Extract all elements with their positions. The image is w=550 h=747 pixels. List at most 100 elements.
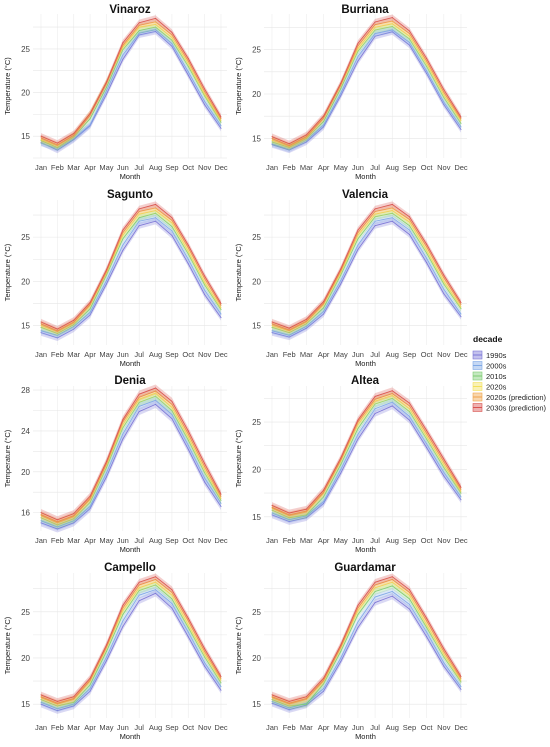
data-point bbox=[357, 45, 359, 47]
data-point bbox=[374, 581, 376, 583]
data-point bbox=[340, 472, 342, 474]
data-point bbox=[122, 234, 124, 236]
data-point bbox=[73, 696, 75, 698]
series-2020s-prediction bbox=[271, 204, 462, 334]
data-point bbox=[340, 270, 342, 272]
data-point bbox=[138, 217, 140, 219]
data-point bbox=[288, 519, 290, 521]
series-ribbon bbox=[272, 398, 461, 523]
data-point bbox=[187, 71, 189, 73]
x-tick-label-feb: Feb bbox=[51, 350, 64, 359]
data-point bbox=[357, 229, 359, 231]
x-tick-label-sep: Sep bbox=[403, 350, 416, 359]
data-point bbox=[122, 249, 124, 251]
y-tick-label: 20 bbox=[21, 89, 30, 98]
data-point bbox=[391, 220, 393, 222]
data-point bbox=[171, 591, 173, 593]
data-point bbox=[40, 520, 42, 522]
x-tick-label-dec: Dec bbox=[214, 536, 228, 545]
data-point bbox=[340, 88, 342, 90]
data-point bbox=[220, 125, 222, 127]
panel-title: Campello bbox=[104, 562, 156, 574]
x-tick-label-feb: Feb bbox=[51, 536, 64, 545]
data-point bbox=[340, 464, 342, 466]
data-point bbox=[73, 136, 75, 138]
data-point bbox=[155, 23, 157, 25]
data-point bbox=[73, 319, 75, 321]
x-tick-label-jan: Jan bbox=[35, 723, 47, 732]
x-tick-label-sep: Sep bbox=[165, 536, 178, 545]
series-line bbox=[271, 576, 462, 702]
data-point bbox=[426, 257, 428, 259]
data-point bbox=[391, 595, 393, 597]
data-point bbox=[288, 702, 290, 704]
y-tick-label: 15 bbox=[252, 322, 261, 331]
x-axis-label: Month bbox=[120, 732, 141, 741]
data-point bbox=[89, 311, 91, 313]
series-ribbon bbox=[41, 26, 221, 152]
data-point bbox=[171, 406, 173, 408]
data-point bbox=[391, 25, 393, 27]
data-point bbox=[460, 490, 462, 492]
data-point bbox=[138, 30, 140, 32]
data-point bbox=[187, 636, 189, 638]
data-point bbox=[460, 126, 462, 128]
data-point bbox=[204, 100, 206, 102]
series-2020s bbox=[271, 392, 462, 520]
series-1990s bbox=[40, 590, 222, 714]
series-ribbon bbox=[41, 590, 221, 714]
data-point bbox=[204, 91, 206, 93]
x-tick-label-dec: Dec bbox=[214, 163, 228, 172]
data-point bbox=[271, 332, 273, 334]
y-tick-label: 15 bbox=[252, 134, 261, 143]
x-tick-label-jan: Jan bbox=[35, 350, 47, 359]
data-point bbox=[171, 607, 173, 609]
data-point bbox=[204, 466, 206, 468]
data-point bbox=[138, 405, 140, 407]
data-point bbox=[460, 118, 462, 120]
series-line bbox=[40, 29, 222, 149]
data-point bbox=[171, 602, 173, 604]
data-point bbox=[271, 137, 273, 139]
data-point bbox=[187, 624, 189, 626]
data-point bbox=[40, 517, 42, 519]
data-point bbox=[357, 604, 359, 606]
data-point bbox=[443, 467, 445, 469]
data-point bbox=[391, 203, 393, 205]
data-point bbox=[340, 82, 342, 84]
data-point bbox=[357, 433, 359, 435]
x-axis-label: Month bbox=[355, 545, 376, 554]
data-point bbox=[220, 686, 222, 688]
data-point bbox=[391, 576, 393, 578]
data-point bbox=[340, 646, 342, 648]
data-point bbox=[204, 477, 206, 479]
y-tick-label: 25 bbox=[252, 46, 261, 55]
x-tick-label-sep: Sep bbox=[165, 350, 178, 359]
data-point bbox=[357, 244, 359, 246]
grid-lines bbox=[264, 14, 467, 158]
data-point bbox=[426, 65, 428, 67]
data-point bbox=[122, 620, 124, 622]
data-point bbox=[305, 323, 307, 325]
data-point bbox=[204, 281, 206, 283]
data-point bbox=[171, 594, 173, 596]
data-point bbox=[408, 216, 410, 218]
x-tick-label-nov: Nov bbox=[198, 163, 212, 172]
data-point bbox=[391, 578, 393, 580]
data-point bbox=[340, 84, 342, 86]
data-point bbox=[408, 225, 410, 227]
data-point bbox=[220, 127, 222, 129]
series-line bbox=[40, 220, 222, 339]
data-point bbox=[426, 626, 428, 628]
y-tick-label: 20 bbox=[21, 654, 30, 663]
data-point bbox=[204, 463, 206, 465]
data-point bbox=[171, 39, 173, 41]
x-tick-label-may: May bbox=[99, 350, 113, 359]
data-point bbox=[340, 459, 342, 461]
data-point bbox=[171, 403, 173, 405]
data-point bbox=[220, 495, 222, 497]
series-1990s bbox=[271, 28, 462, 154]
data-point bbox=[460, 306, 462, 308]
data-point bbox=[460, 302, 462, 304]
series-line bbox=[271, 581, 462, 705]
